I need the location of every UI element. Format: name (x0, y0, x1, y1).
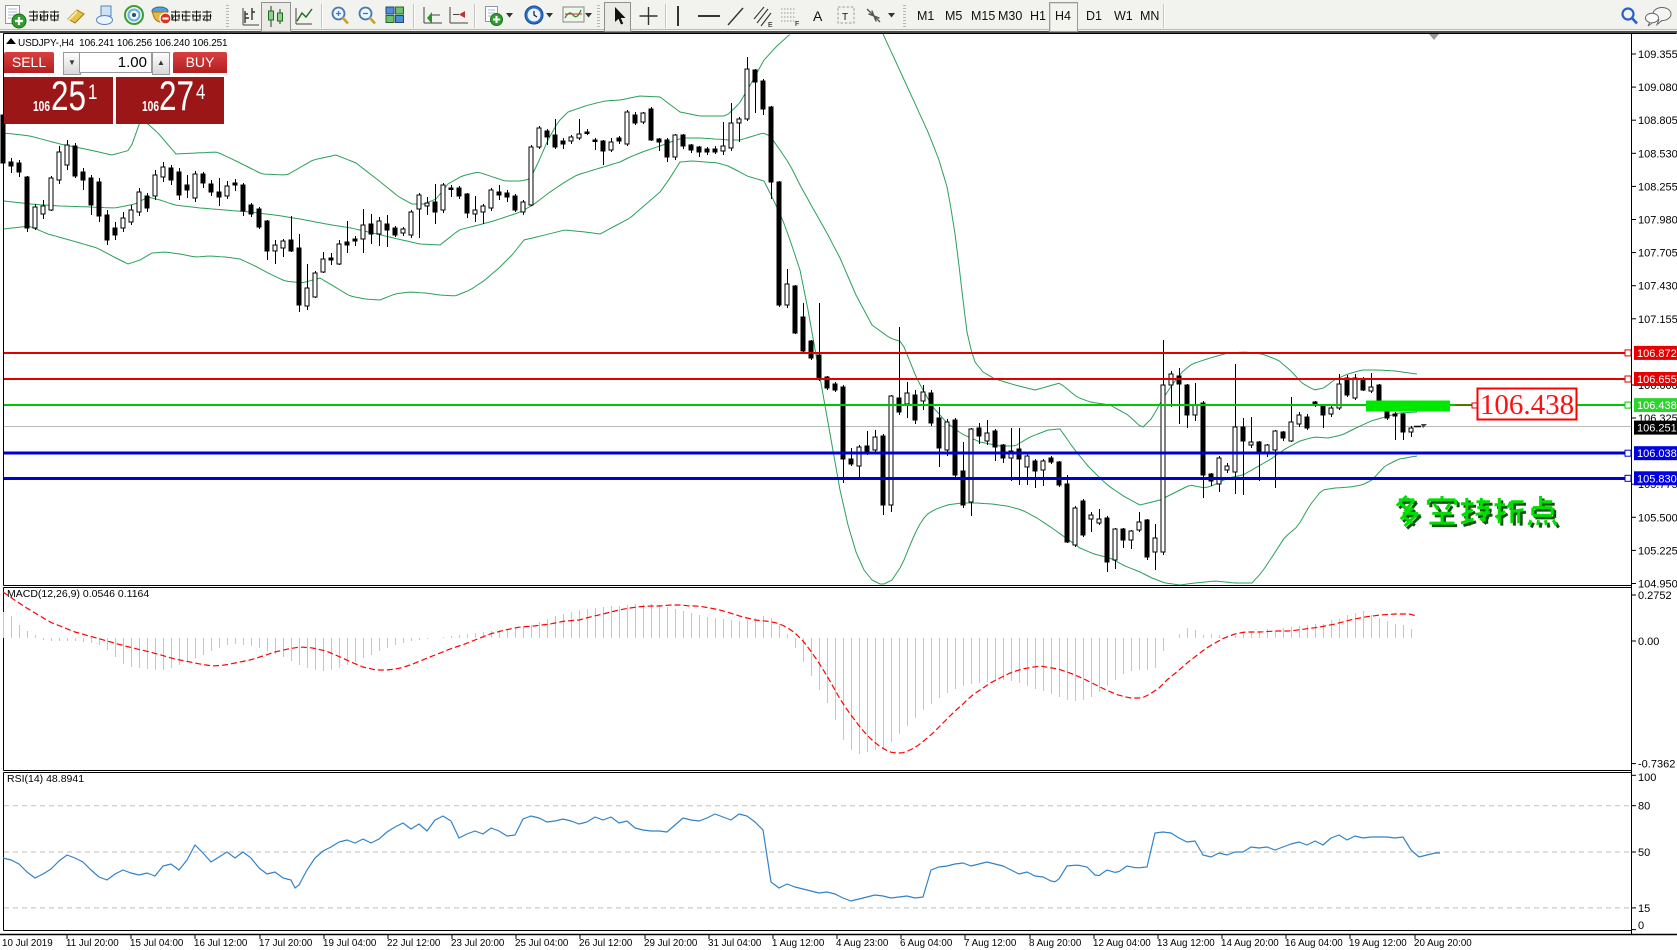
svg-text:50: 50 (1638, 847, 1650, 859)
svg-text:16 Jul 12:00: 16 Jul 12:00 (194, 938, 248, 949)
svg-text:16 Aug 04:00: 16 Aug 04:00 (1285, 938, 1343, 949)
svg-text:7 Aug 12:00: 7 Aug 12:00 (964, 938, 1017, 949)
svg-text:15 Jul 04:00: 15 Jul 04:00 (130, 938, 184, 949)
svg-text:T: T (842, 12, 848, 23)
svg-text:17 Jul 20:00: 17 Jul 20:00 (259, 938, 313, 949)
svg-text:107.980: 107.980 (1638, 215, 1677, 227)
svg-text:100: 100 (1638, 772, 1656, 784)
svg-text:0: 0 (1638, 920, 1644, 932)
svg-text:106.655: 106.655 (1637, 374, 1677, 386)
svg-text:106.038: 106.038 (1637, 448, 1677, 460)
svg-text:0.2752: 0.2752 (1638, 590, 1672, 602)
svg-text:19 Aug 12:00: 19 Aug 12:00 (1349, 938, 1407, 949)
svg-text:10 Jul 2019: 10 Jul 2019 (2, 938, 53, 949)
svg-text:1 Aug 12:00: 1 Aug 12:00 (772, 938, 825, 949)
svg-text:106.438: 106.438 (1637, 400, 1677, 412)
svg-text:105.225: 105.225 (1638, 545, 1677, 557)
svg-text:106.438: 106.438 (1480, 389, 1574, 421)
svg-text:E: E (768, 22, 773, 28)
svg-text:80: 80 (1638, 801, 1650, 813)
svg-text:12 Aug 04:00: 12 Aug 04:00 (1093, 938, 1151, 949)
svg-text:11 Jul 20:00: 11 Jul 20:00 (66, 938, 119, 949)
svg-text:107.430: 107.430 (1638, 281, 1677, 293)
svg-text:107.155: 107.155 (1638, 314, 1677, 326)
svg-text:106.872: 106.872 (1637, 348, 1677, 360)
svg-text:4 Aug 23:00: 4 Aug 23:00 (836, 938, 889, 949)
svg-text:25 Jul 04:00: 25 Jul 04:00 (515, 938, 569, 949)
svg-text:15: 15 (1638, 903, 1650, 915)
svg-text:108.530: 108.530 (1638, 148, 1677, 160)
svg-text:31 Jul 04:00: 31 Jul 04:00 (708, 938, 762, 949)
svg-text:108.805: 108.805 (1638, 115, 1677, 127)
svg-text:22 Jul 12:00: 22 Jul 12:00 (387, 938, 441, 949)
svg-text:109.355: 109.355 (1638, 49, 1677, 61)
svg-text:0.00: 0.00 (1638, 636, 1659, 648)
svg-text:29 Jul 20:00: 29 Jul 20:00 (644, 938, 698, 949)
svg-text:105.830: 105.830 (1637, 473, 1677, 485)
svg-text:MACD(12,26,9) 0.0546 0.1164: MACD(12,26,9) 0.0546 0.1164 (7, 588, 149, 600)
svg-text:105.500: 105.500 (1638, 512, 1677, 524)
svg-text:107.705: 107.705 (1638, 248, 1677, 260)
svg-text:USDJPY-,H4 106.241 106.256 10: USDJPY-,H4 106.241 106.256 106.240 106.2… (18, 38, 228, 49)
svg-text:106.251: 106.251 (1637, 423, 1677, 435)
svg-text:14 Aug 20:00: 14 Aug 20:00 (1221, 938, 1279, 949)
svg-text:-0.7362: -0.7362 (1638, 759, 1675, 771)
svg-text:13 Aug 12:00: 13 Aug 12:00 (1157, 938, 1215, 949)
svg-text:19 Jul 04:00: 19 Jul 04:00 (323, 938, 377, 949)
svg-text:104.950: 104.950 (1638, 579, 1677, 591)
svg-text:RSI(14) 48.8941: RSI(14) 48.8941 (7, 773, 84, 785)
svg-text:F: F (795, 21, 799, 28)
svg-text:26 Jul 12:00: 26 Jul 12:00 (579, 938, 633, 949)
svg-text:23 Jul 20:00: 23 Jul 20:00 (451, 938, 505, 949)
svg-text:109.080: 109.080 (1638, 82, 1677, 94)
svg-text:8 Aug 20:00: 8 Aug 20:00 (1029, 938, 1082, 949)
svg-text:20 Aug 20:00: 20 Aug 20:00 (1414, 938, 1472, 949)
svg-text:6 Aug 04:00: 6 Aug 04:00 (900, 938, 953, 949)
svg-text:108.255: 108.255 (1638, 181, 1677, 193)
